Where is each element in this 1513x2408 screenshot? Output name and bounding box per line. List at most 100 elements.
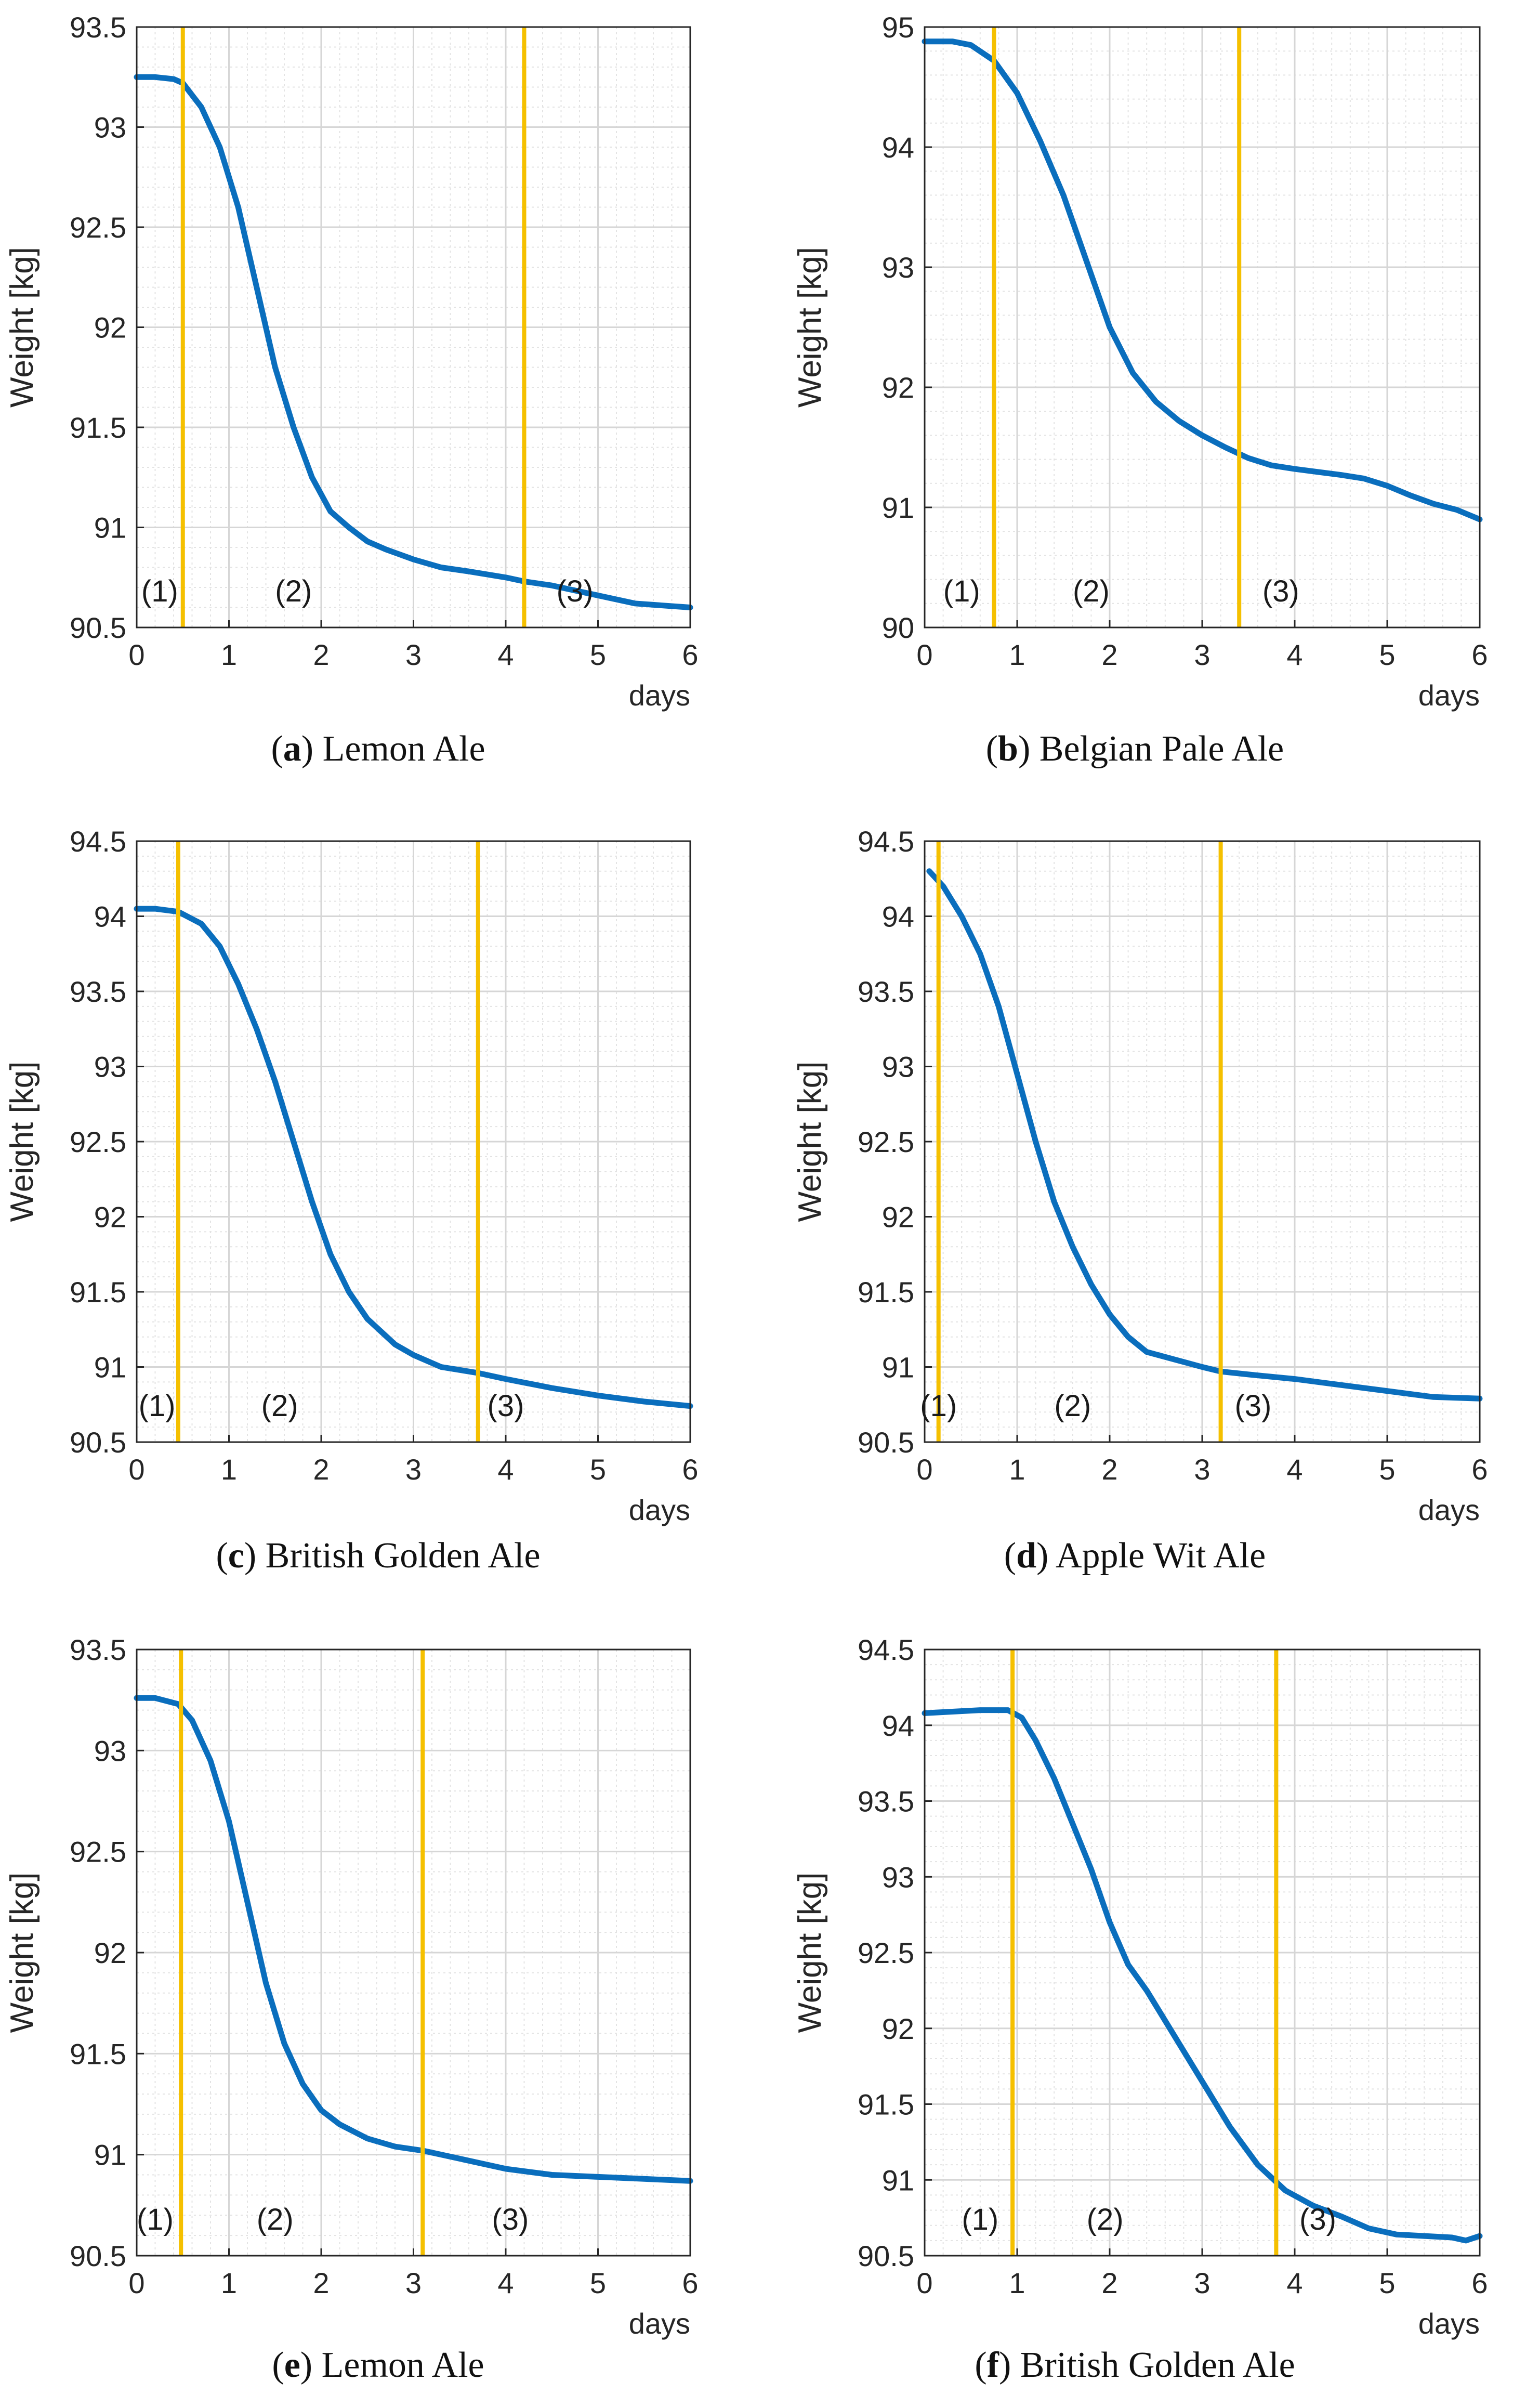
x-tick-label: 5 bbox=[590, 1453, 606, 1486]
x-tick-label: 1 bbox=[221, 2267, 237, 2299]
x-tick-label: 2 bbox=[1101, 638, 1117, 671]
y-tick-label: 92 bbox=[94, 1936, 126, 1969]
chart-panel-b: 0 1 2 3 4 5 6 90 91 92 93 94 95 days Weight [kg] (1) (2)… bbox=[792, 11, 1488, 712]
y-tick-label: 90.5 bbox=[70, 611, 126, 644]
x-tick-label: 4 bbox=[497, 638, 514, 671]
phase-label: (2) bbox=[1054, 1389, 1091, 1423]
y-tick-label: 93 bbox=[94, 1734, 126, 1767]
phase-label: (1) bbox=[920, 1389, 957, 1423]
y-tick-label: 91 bbox=[882, 491, 914, 524]
x-tick-label: 4 bbox=[497, 2267, 514, 2299]
x-tick-label: 4 bbox=[1286, 1453, 1303, 1486]
x-tick-label: 1 bbox=[1009, 638, 1025, 671]
y-tick-label: 91.5 bbox=[70, 2037, 126, 2070]
caption-letter: a bbox=[283, 729, 301, 769]
data-series-line bbox=[134, 74, 693, 610]
data-series-line bbox=[926, 868, 1483, 1402]
y-axis-label: Weight [kg] bbox=[792, 247, 828, 408]
x-tick-label: 4 bbox=[1286, 2267, 1303, 2299]
caption-text: Apple Wit Ale bbox=[1056, 1536, 1266, 1576]
ticks bbox=[136, 26, 691, 629]
x-tick-label: 1 bbox=[1009, 2267, 1025, 2299]
chart-panel-c: 0 1 2 3 4 5 6 90.5 91 91.5 92 92.5 93 93.5 94 94.5 days W… bbox=[4, 825, 699, 1526]
caption-c: (c) British Golden Ale bbox=[216, 1536, 541, 1576]
caption-letter: e bbox=[284, 2345, 300, 2385]
y-tick-label: 93 bbox=[882, 1051, 914, 1083]
y-tick-label: 92.5 bbox=[70, 1126, 126, 1158]
y-tick-label: 91.5 bbox=[858, 1276, 914, 1308]
ticks bbox=[924, 840, 1481, 1443]
phase-label: (2) bbox=[257, 2203, 294, 2236]
x-tick-label: 0 bbox=[916, 1453, 932, 1486]
x-tick-label: 0 bbox=[128, 1453, 144, 1486]
phase-label: (3) bbox=[557, 574, 594, 608]
y-tick-label: 94 bbox=[882, 1709, 914, 1742]
data-series-line bbox=[922, 38, 1483, 522]
data-series-line bbox=[134, 1695, 693, 2184]
y-axis-label: Weight [kg] bbox=[792, 1872, 828, 2033]
y-axis-label: Weight [kg] bbox=[4, 1872, 40, 2033]
caption-f: (f) British Golden Ale bbox=[975, 2345, 1295, 2385]
y-tick-label: 90.5 bbox=[858, 2240, 914, 2272]
x-tick-label: 4 bbox=[497, 1453, 514, 1486]
caption-text: Lemon Ale bbox=[322, 729, 485, 769]
x-axis-label: days bbox=[1418, 1494, 1480, 1526]
y-tick-label: 93 bbox=[94, 1051, 126, 1083]
data-series-line bbox=[134, 906, 693, 1409]
phase-label: (3) bbox=[1299, 2203, 1336, 2236]
x-tick-label: 0 bbox=[128, 638, 144, 671]
y-tick-label: 92.5 bbox=[70, 211, 126, 244]
y-tick-label: 94 bbox=[882, 900, 914, 933]
y-tick-label: 94 bbox=[94, 900, 126, 933]
ticks bbox=[924, 26, 1481, 629]
y-tick-label: 92 bbox=[882, 371, 914, 404]
y-tick-label: 93.5 bbox=[70, 1633, 126, 1666]
y-axis-label: Weight [kg] bbox=[4, 247, 40, 408]
y-tick-label: 90.5 bbox=[858, 1426, 914, 1459]
y-tick-label: 91 bbox=[94, 512, 126, 544]
caption-a: (a) Lemon Ale bbox=[271, 729, 485, 769]
y-tick-label: 91 bbox=[94, 1351, 126, 1384]
y-tick-label: 91 bbox=[882, 1351, 914, 1384]
x-axis-label: days bbox=[629, 1494, 690, 1526]
y-axis-label: Weight [kg] bbox=[792, 1061, 828, 1222]
y-tick-label: 93.5 bbox=[70, 11, 126, 44]
y-tick-label: 92.5 bbox=[858, 1936, 914, 1969]
x-tick-label: 3 bbox=[1194, 1453, 1210, 1486]
x-tick-label: 0 bbox=[916, 2267, 932, 2299]
y-tick-label: 92.5 bbox=[70, 1836, 126, 1868]
y-tick-label: 91.5 bbox=[70, 411, 126, 444]
x-tick-label: 2 bbox=[1101, 1453, 1117, 1486]
x-tick-label: 5 bbox=[590, 638, 606, 671]
phase-label: (1) bbox=[943, 574, 980, 608]
phase-label: (3) bbox=[488, 1389, 524, 1423]
phase-label: (1) bbox=[962, 2203, 998, 2236]
y-tick-label: 90.5 bbox=[70, 1426, 126, 1459]
y-tick-label: 90 bbox=[882, 611, 914, 644]
phase-label: (2) bbox=[1073, 574, 1110, 608]
y-tick-label: 92 bbox=[94, 1201, 126, 1234]
x-tick-label: 2 bbox=[313, 638, 329, 671]
ticks bbox=[136, 1648, 691, 2257]
y-tick-label: 94.5 bbox=[858, 1633, 914, 1666]
phase-label: (2) bbox=[261, 1389, 298, 1423]
chart-panel-f: 0 1 2 3 4 5 6 90.5 91 91.5 92 92.5 93 93.5 94 94.5 days W… bbox=[792, 1633, 1488, 2340]
phase-label: (2) bbox=[1087, 2203, 1124, 2236]
y-tick-label: 91.5 bbox=[70, 1276, 126, 1308]
caption-e: (e) Lemon Ale bbox=[272, 2345, 484, 2385]
x-axis-label: days bbox=[629, 2307, 690, 2340]
chart-panel-a: 0 1 2 3 4 5 6 90.5 91 91.5 92 92.5 93 93.5 days Weight … bbox=[4, 11, 699, 712]
y-tick-label: 90.5 bbox=[70, 2240, 126, 2272]
y-tick-label: 92 bbox=[882, 2012, 914, 2045]
chart-panel-d: 0 1 2 3 4 5 6 90.5 91 91.5 92 92.5 93 93.5 94 94.5 days W… bbox=[792, 825, 1488, 1526]
y-tick-label: 94.5 bbox=[70, 825, 126, 858]
phase-label: (1) bbox=[141, 574, 178, 608]
x-tick-label: 6 bbox=[1471, 2267, 1488, 2299]
phase-label: (1) bbox=[139, 1389, 176, 1423]
x-axis-label: days bbox=[629, 679, 690, 712]
x-tick-label: 5 bbox=[590, 2267, 606, 2299]
x-tick-label: 3 bbox=[405, 1453, 422, 1486]
x-tick-label: 5 bbox=[1379, 1453, 1395, 1486]
x-tick-label: 3 bbox=[405, 2267, 422, 2299]
x-tick-label: 2 bbox=[1101, 2267, 1117, 2299]
